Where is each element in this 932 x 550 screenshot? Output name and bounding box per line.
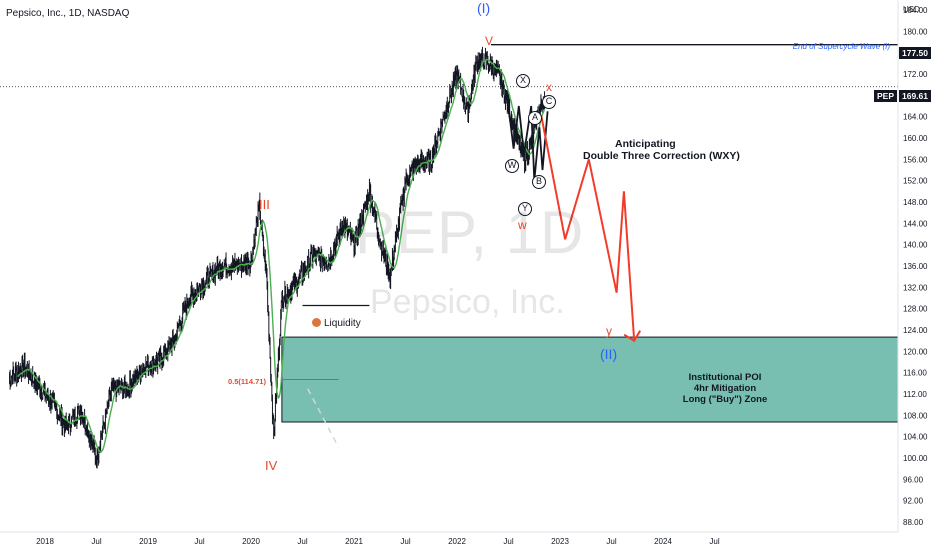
watermark-name: Pepsico, Inc. [370,283,565,321]
x-tick-label: 2023 [551,537,569,546]
trend-dash-line [306,388,340,448]
y-tick-label: 132.00 [903,283,928,292]
wave-circle-marker [532,175,546,189]
poi-mitigation: 4hr Mitigation [693,383,757,394]
wave-IV-label: IV [265,458,278,473]
circle-W-label: W [507,160,517,170]
current-symbol-box: PEP [874,90,898,102]
poi-description: Institutional POI 4hr Mitigation Long ("… [640,372,810,405]
x-tick-label: 2020 [242,537,260,546]
x-tick-label: Jul [606,537,616,546]
y-tick-label: 120.00 [903,347,928,356]
supercycle-note: End of Supercycle Wave (I) [792,42,890,51]
circle-B-label: B [535,176,542,186]
wave-circle-marker [516,74,530,88]
x-tick-label: Jul [194,537,204,546]
fib-08-label: 0.8(106.75) [228,419,267,428]
y-tick-label: 180.00 [903,27,928,36]
x-tick-label: 2018 [36,537,54,546]
wave-II-label: (II) [600,346,618,362]
high-price-box: 177.50 [899,47,931,59]
wxy-label: Double Three Correction (WXY) [583,150,740,162]
wave-w-label: w [518,218,527,232]
moving-average-line [16,58,546,453]
circle-A-label: A [531,112,538,122]
circle-X-label: X [519,75,526,85]
fib-02-label: 0.2(122.67) [228,336,267,345]
y-tick-label: 140.00 [903,241,928,250]
x-tick-label: Jul [91,537,101,546]
chart-title: Pepsico, Inc., 1D, NASDAQ [6,8,130,19]
y-tick-label: 104.00 [903,433,928,442]
wxy-correction-path [505,89,549,181]
y-axis: 184.00180.00176.00172.00168.00164.00160.… [903,6,928,527]
y-tick-label: 116.00 [903,369,927,378]
projection-arrowhead [623,330,642,343]
y-tick-label: 88.00 [903,518,924,527]
x-tick-label: 2024 [654,537,672,546]
circle-Y-label: Y [521,203,528,213]
y-tick-label: 184.00 [903,6,928,15]
x-tick-label: Jul [400,537,410,546]
x-tick-label: Jul [297,537,307,546]
wave-I-label: (I) [477,0,491,16]
liquidity-label: Liquidity [312,318,361,329]
y-tick-label: 128.00 [903,305,928,314]
x-tick-label: 2022 [448,537,466,546]
y-tick-label: 124.00 [903,326,928,335]
x-tick-label: 2019 [139,537,157,546]
fib-05-label: 0.5(114.71) [228,377,266,386]
currency-label: USD [903,5,920,14]
wave-circles [505,74,556,216]
wave-circle-marker [528,111,542,125]
plot-area [0,0,898,532]
y-tick-label: 100.00 [903,454,928,463]
wave-circle-marker [518,202,532,216]
y-tick-label: 172.00 [903,70,928,79]
x-tick-label: 2021 [345,537,363,546]
circle-C-label: C [545,96,553,106]
y-tick-label: 164.00 [903,113,928,122]
y-tick-label: 152.00 [903,177,928,186]
wave-circle-marker [542,95,556,109]
money-bag-icon [312,318,321,327]
y-tick-label: 96.00 [903,475,924,484]
poi-title: Institutional POI [688,372,762,383]
watermark-symbol: PEP, 1D [355,199,585,266]
wave-circle-marker [505,159,519,173]
anticipating-label: Anticipating [615,138,676,150]
wave-x-label: x [546,80,552,94]
projection-path [540,116,636,341]
wave-V-label: V [485,34,494,48]
y-tick-label: 144.00 [903,219,928,228]
current-price-box: 169.61 [899,90,931,102]
y-tick-label: 112.00 [903,390,927,399]
x-tick-label: Jul [503,537,513,546]
y-tick-label: 148.00 [903,198,928,207]
x-tick-label: Jul [709,537,719,546]
wave-y-label: y [606,324,612,338]
y-tick-label: 156.00 [903,155,928,164]
x-axis: 2018 Jul 2019 Jul 2020 Jul 2021 Jul 2022 Jul 2023 J… [36,537,720,546]
y-tick-label: 136.00 [903,262,928,271]
y-tick-label: 160.00 [903,134,928,143]
poi-zone-type: Long ("Buy") Zone [682,394,768,405]
poi-zone [281,336,899,423]
wave-III-label: III [259,197,270,212]
y-tick-label: 92.00 [903,497,924,506]
y-tick-label: 108.00 [903,411,928,420]
